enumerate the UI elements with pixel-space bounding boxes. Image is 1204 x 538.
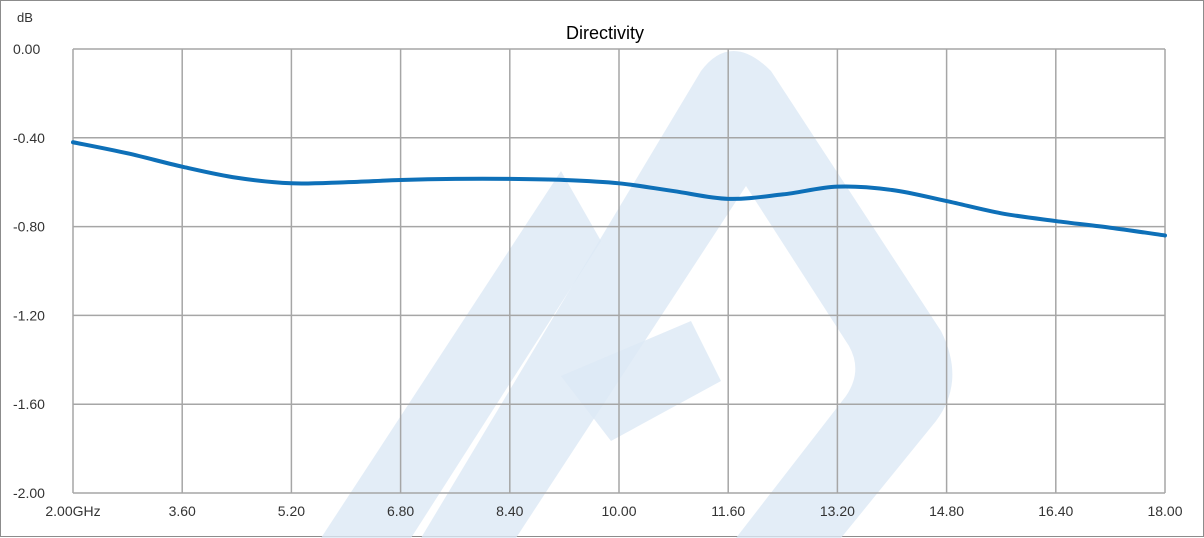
watermark-shape-inner — [561, 321, 721, 441]
y-axis-ticks: 0.00 -0.40 -0.80 -1.20 -1.60 -2.00 — [13, 41, 45, 501]
x-tick-label: 8.40 — [496, 503, 523, 519]
y-tick-label: -1.20 — [13, 307, 45, 323]
x-tick-label: 10.00 — [601, 503, 636, 519]
x-tick-label: 16.40 — [1038, 503, 1073, 519]
x-tick-label: 2.00GHz — [45, 503, 100, 519]
x-tick-label: 18.00 — [1147, 503, 1182, 519]
series-layer — [71, 140, 1167, 238]
y-tick-label: -0.80 — [13, 219, 45, 235]
x-tick-label: 5.20 — [278, 503, 305, 519]
y-tick-label: -1.60 — [13, 396, 45, 412]
x-tick-label: 6.80 — [387, 503, 414, 519]
y-tick-label: 0.00 — [13, 41, 40, 57]
watermark-logo — [321, 51, 953, 538]
y-axis-unit-label: dB — [17, 10, 33, 25]
x-axis-ticks: 2.00GHz 3.60 5.20 6.80 8.40 10.00 11.60 13.20 14… — [45, 503, 1182, 519]
y-tick-label: -2.00 — [13, 485, 45, 501]
watermark-shape-left — [321, 171, 601, 538]
grid-lines — [72, 48, 1166, 494]
chart-title: Directivity — [566, 23, 644, 43]
watermark-shape-outer — [421, 51, 953, 538]
x-tick-label: 14.80 — [929, 503, 964, 519]
x-tick-label: 13.20 — [820, 503, 855, 519]
y-tick-label: -0.40 — [13, 130, 45, 146]
x-tick-label: 3.60 — [169, 503, 196, 519]
directivity-series-line — [71, 140, 1167, 238]
x-tick-label: 11.60 — [711, 503, 745, 519]
